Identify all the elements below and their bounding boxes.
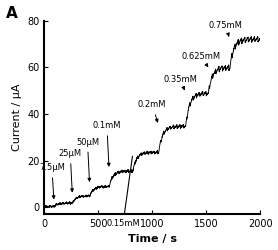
Text: A: A [6, 6, 17, 20]
Text: 7.5μM: 7.5μM [39, 163, 65, 198]
Text: 0.2mM: 0.2mM [138, 100, 167, 122]
Text: 0.35mM: 0.35mM [163, 75, 197, 90]
Text: 0.75mM: 0.75mM [209, 21, 242, 36]
Text: 0.1mM: 0.1mM [93, 121, 121, 166]
X-axis label: Time / s: Time / s [128, 234, 177, 244]
Text: 25μM: 25μM [59, 149, 82, 192]
Text: 0.625mM: 0.625mM [181, 52, 220, 66]
Y-axis label: Current / μA: Current / μA [12, 84, 21, 151]
Text: 50μM: 50μM [76, 138, 99, 181]
Text: 0.15mM: 0.15mM [106, 156, 140, 228]
